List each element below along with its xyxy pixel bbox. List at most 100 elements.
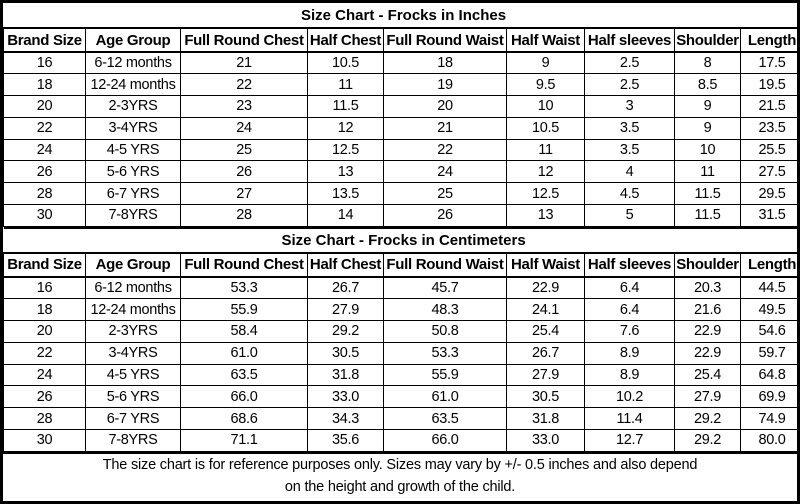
table-cell: 18 <box>383 51 507 75</box>
table-row: 30 7-8YRS 28 14 26 13 5 11.5 31.5 <box>3 204 797 227</box>
table-cell: 20 <box>383 95 507 118</box>
table-cell: 33.0 <box>307 385 384 409</box>
table-row: 24 4-5 YRS 25 12.5 22 11 3.5 10 25.5 <box>3 138 797 162</box>
table-cell: 25.4 <box>674 363 741 387</box>
column-header: Shoulder <box>674 252 741 278</box>
table-cell: 3.5 <box>584 116 675 140</box>
table-cell: 29.2 <box>674 428 741 452</box>
table-cell: 25.5 <box>739 138 797 162</box>
table-row: 26 5-6 YRS 66.0 33.0 61.0 30.5 10.2 27.9 69.9 <box>3 385 797 409</box>
table-cell: 30.5 <box>307 341 384 365</box>
table-cell: 14 <box>307 204 384 227</box>
table-cell: 53.3 <box>180 276 308 300</box>
table-cell: 22 <box>3 116 86 140</box>
table-cell: 26 <box>180 160 308 184</box>
table-cell: 8.9 <box>584 363 675 387</box>
table-row: 20 2-3YRS 23 11.5 20 10 3 9 21.5 <box>3 95 797 118</box>
column-header: Age Group <box>85 252 181 278</box>
table-cell: 25.4 <box>506 319 585 343</box>
table-row: 18 12-24 months 55.9 27.9 48.3 24.1 6.4 21.6 49.… <box>3 298 797 321</box>
table-cell: 6-12 months <box>85 51 181 75</box>
table-cell: 55.9 <box>180 298 308 321</box>
table-cell: 6-12 months <box>85 276 181 300</box>
column-header: Length <box>739 27 797 53</box>
table-cell: 31.8 <box>307 363 384 387</box>
table-cell: 4 <box>584 160 675 184</box>
table-cell: 29.2 <box>307 319 384 343</box>
table-cell: 26.7 <box>307 276 384 300</box>
disclaimer-line-1: The size chart is for reference purposes… <box>102 457 698 474</box>
table-cell: 11 <box>674 160 741 184</box>
table-cell: 22.9 <box>674 341 741 365</box>
table-cell: 3-4YRS <box>85 116 181 140</box>
table-cell: 22.9 <box>674 319 741 343</box>
table-row: 22 3-4YRS 61.0 30.5 53.3 26.7 8.9 22.9 59.7 <box>3 341 797 365</box>
table-cell: 18 <box>3 298 86 321</box>
table-cell: 21 <box>180 51 308 75</box>
centimeters-table-body: 16 6-12 months 53.3 26.7 45.7 22.9 6.4 20.3 44.5… <box>3 276 797 452</box>
table-cell: 12-24 months <box>85 298 181 321</box>
table-cell: 2.5 <box>584 73 675 97</box>
table-cell: 4.5 <box>584 182 675 206</box>
column-header: Half sleeves <box>584 27 675 53</box>
table-cell: 61.0 <box>383 385 507 409</box>
table-cell: 8.5 <box>674 73 741 97</box>
table-cell: 33.0 <box>506 428 585 452</box>
inches-table-body: 16 6-12 months 21 10.5 18 9 2.5 8 17.5 18 12-24 mo… <box>3 51 797 227</box>
table-cell: 12.5 <box>506 182 585 206</box>
size-chart-centimeters-table: Size Chart - Frocks in Centimeters Brand… <box>3 226 797 452</box>
table-row: 24 4-5 YRS 63.5 31.8 55.9 27.9 8.9 25.4 64.8 <box>3 363 797 387</box>
table-cell: 63.5 <box>180 363 308 387</box>
table-cell: 24.1 <box>506 298 585 321</box>
table-cell: 26 <box>3 160 86 184</box>
table-row: 28 6-7 YRS 27 13.5 25 12.5 4.5 11.5 29.5 <box>3 182 797 206</box>
table-cell: 22 <box>3 341 86 365</box>
disclaimer-line-2: on the height and growth of the child. <box>284 479 516 496</box>
centimeters-header-row: Brand Size Age Group Full Round Chest Half … <box>3 252 797 278</box>
table-cell: 6.4 <box>584 276 675 300</box>
table-cell: 21.6 <box>674 298 741 321</box>
table-cell: 9 <box>506 51 585 75</box>
table-cell: 6-7 YRS <box>85 407 181 430</box>
table-cell: 11.5 <box>674 204 741 227</box>
table-cell: 27.5 <box>739 160 797 184</box>
table-cell: 27.9 <box>506 363 585 387</box>
table-cell: 28 <box>180 204 308 227</box>
table-cell: 26 <box>3 385 86 409</box>
table-cell: 10 <box>506 95 585 118</box>
table-cell: 29.5 <box>739 182 797 206</box>
table-cell: 31.8 <box>506 407 585 430</box>
table-cell: 69.9 <box>739 385 797 409</box>
table-cell: 12-24 months <box>85 73 181 97</box>
table-cell: 5-6 YRS <box>85 160 181 184</box>
column-header: Brand Size <box>3 252 86 278</box>
table-cell: 6-7 YRS <box>85 182 181 206</box>
table-row: 16 6-12 months 53.3 26.7 45.7 22.9 6.4 20.3 44.5 <box>3 276 797 300</box>
table-row: 20 2-3YRS 58.4 29.2 50.8 25.4 7.6 22.9 54.6 <box>3 319 797 343</box>
table-cell: 26.7 <box>506 341 585 365</box>
inches-title-row: Size Chart - Frocks in Inches <box>3 3 797 29</box>
table-cell: 13 <box>307 160 384 184</box>
table-cell: 49.5 <box>739 298 797 321</box>
centimeters-title-row: Size Chart - Frocks in Centimeters <box>3 226 797 254</box>
column-header: Half Waist <box>506 252 585 278</box>
table-cell: 27.9 <box>674 385 741 409</box>
table-cell: 11.4 <box>584 407 675 430</box>
table-cell: 66.0 <box>383 428 507 452</box>
table-cell: 13 <box>506 204 585 227</box>
table-cell: 19.5 <box>739 73 797 97</box>
table-cell: 58.4 <box>180 319 308 343</box>
table-cell: 59.7 <box>739 341 797 365</box>
table-cell: 19 <box>383 73 507 97</box>
table-cell: 45.7 <box>383 276 507 300</box>
table-cell: 29.2 <box>674 407 741 430</box>
table-cell: 4-5 YRS <box>85 363 181 387</box>
table-cell: 74.9 <box>739 407 797 430</box>
table-cell: 5 <box>584 204 675 227</box>
table-cell: 8 <box>674 51 741 75</box>
size-chart-inches-table: Size Chart - Frocks in Inches Brand Size… <box>3 3 797 227</box>
table-cell: 10 <box>674 138 741 162</box>
table-cell: 24 <box>3 363 86 387</box>
table-cell: 8.9 <box>584 341 675 365</box>
